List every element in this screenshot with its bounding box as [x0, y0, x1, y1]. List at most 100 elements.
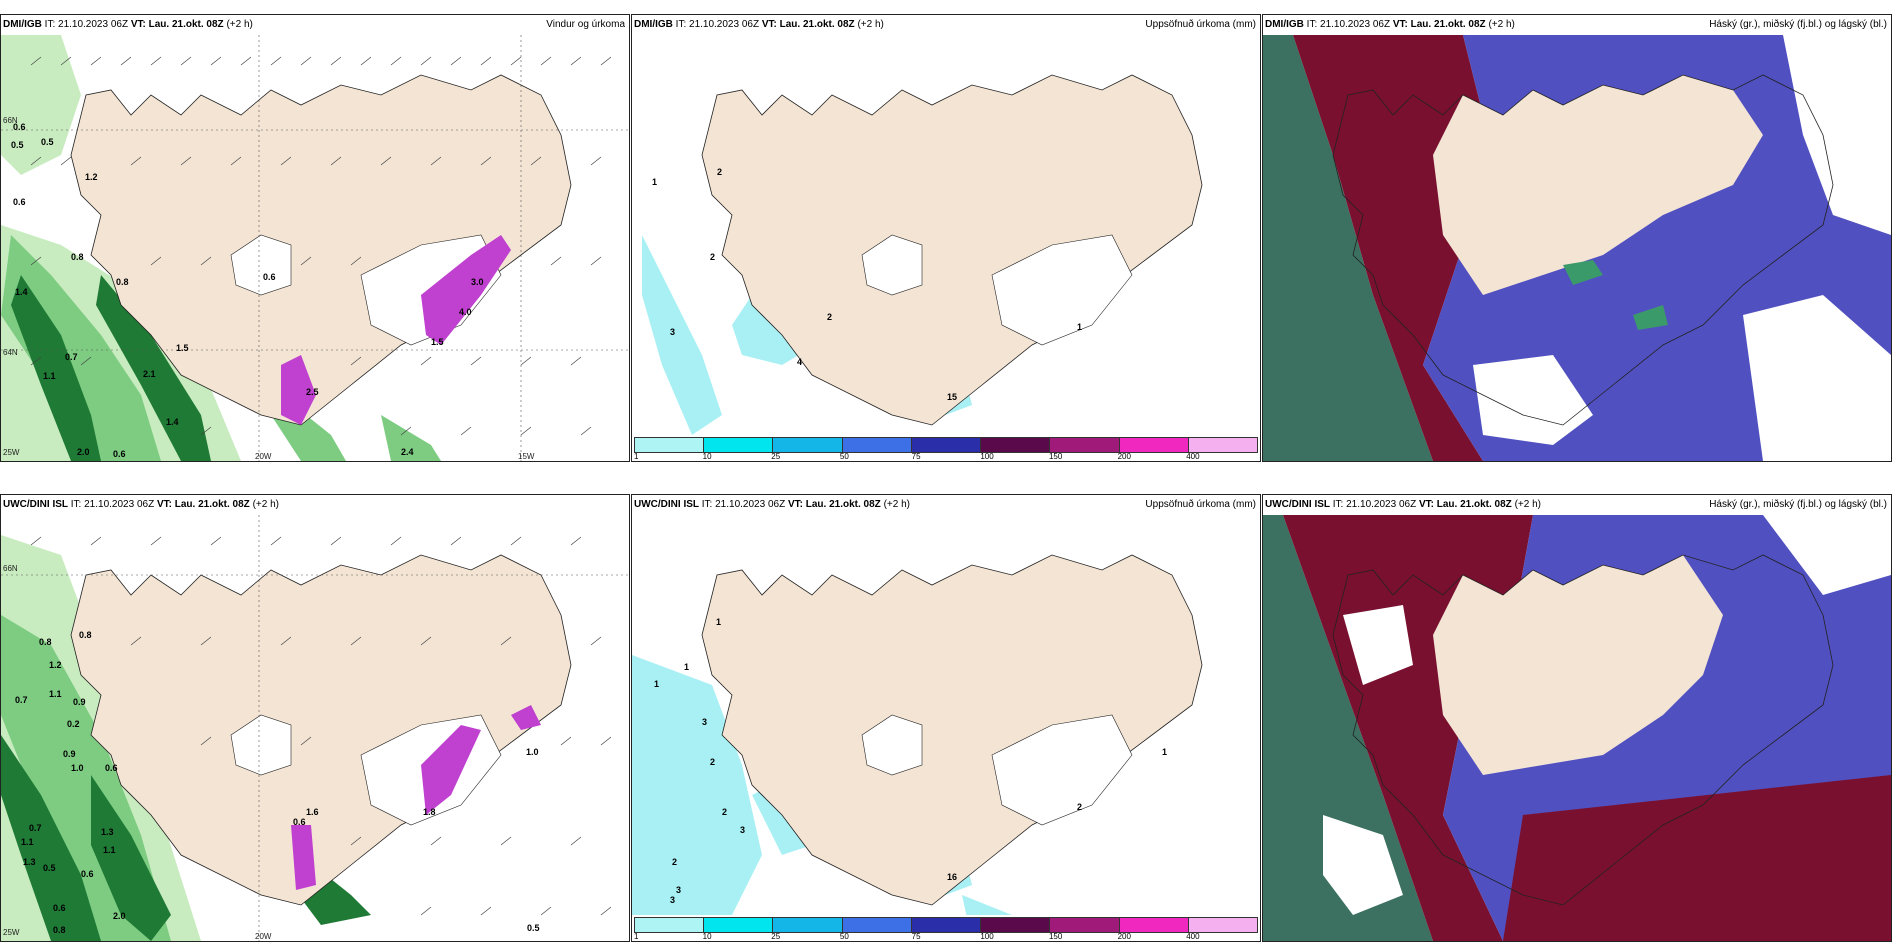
legend-swatch: [1119, 438, 1189, 452]
value-label: 3: [670, 895, 675, 905]
iceland-land: [1433, 75, 1763, 295]
value-label: 0.6: [113, 449, 126, 459]
value-label: 1: [652, 177, 657, 187]
legend-label: 75: [911, 932, 921, 941]
legend-swatch: [1188, 918, 1257, 932]
legend-label: 100: [980, 452, 994, 461]
legend-label: 25: [771, 932, 781, 941]
clear-sky: [1783, 35, 1891, 235]
value-label: 0.8: [116, 277, 129, 287]
value-label: 1: [684, 662, 689, 672]
value-label: 2: [1077, 802, 1082, 812]
iceland-land: [70, 554, 572, 906]
map-accum-precip: 1 2 2 3 2 4 1 15: [632, 35, 1260, 461]
panel-title: Vindur og úrkoma: [546, 19, 625, 30]
precip-legend: 1 10 25 50 75 100 150 200 400: [632, 435, 1260, 461]
value-label: 0.8: [71, 252, 84, 262]
value-label: 3: [676, 885, 681, 895]
clear-sky: [1473, 355, 1593, 445]
lon-label: 25W: [3, 448, 20, 457]
value-label: 3: [670, 327, 675, 337]
value-label: 0.6: [263, 272, 276, 282]
legend-swatch: [773, 918, 843, 932]
precip-area: [632, 655, 762, 941]
value-label: 2: [827, 312, 832, 322]
glacier: [230, 714, 292, 776]
value-label: 3.0: [471, 277, 484, 287]
value-label: 1.0: [71, 763, 84, 773]
legend-swatch: [842, 438, 912, 452]
precip-heavy: [421, 725, 481, 815]
lon-label: 20W: [255, 452, 272, 461]
panel-dmi-accum: DMI/IGB IT: 21.10.2023 06Z VT: Lau. 21.o…: [631, 14, 1261, 462]
iceland-outline: [1332, 554, 1834, 906]
legend-label: 50: [839, 452, 849, 461]
value-label: 4.0: [459, 307, 472, 317]
panel-dmi-wind: DMI/IGB IT: 21.10.2023 06Z VT: Lau. 21.o…: [0, 14, 630, 462]
lon-label: 25W: [3, 928, 20, 937]
value-label: 0.6: [105, 763, 118, 773]
legend-label: 100: [980, 932, 994, 941]
legend-label: 10: [702, 932, 712, 941]
value-label: 15: [947, 392, 957, 402]
value-label: 1.2: [85, 172, 98, 182]
value-label: 2.0: [77, 447, 90, 457]
value-label: 0.7: [65, 352, 78, 362]
value-label: 1: [1077, 322, 1082, 332]
panel-uwc-wind: UWC/DINI ISL IT: 21.10.2023 06Z VT: Lau.…: [0, 494, 630, 942]
value-label: 3: [740, 825, 745, 835]
precip-area: [11, 275, 101, 461]
legend-label: 150: [1048, 452, 1063, 461]
value-label: 2: [717, 167, 722, 177]
value-label: 0.8: [39, 637, 52, 647]
value-label: 0.8: [79, 630, 92, 640]
legend-swatch: [635, 918, 705, 932]
lat-label: 64N: [3, 348, 18, 357]
value-label: 0.6: [53, 903, 66, 913]
value-label: 1.5: [431, 337, 444, 347]
value-label: 0.6: [13, 122, 26, 132]
value-label: 2: [710, 757, 715, 767]
map-wind-precip: 0.6 0.5 0.5 1.2 0.6 0.8 0.8 1.4 0.7 1.1 …: [1, 35, 629, 461]
value-label: 2: [722, 807, 727, 817]
legend-label: 1: [634, 932, 639, 941]
panel-title: Háský (gr.), miðský (fj.bl.) og lágský (…: [1709, 19, 1887, 30]
map-cloud-cover: [1263, 515, 1891, 941]
panel-uwc-accum: UWC/DINI ISL IT: 21.10.2023 06Z VT: Lau.…: [631, 494, 1261, 942]
value-label: 1.1: [21, 837, 34, 847]
value-label: 0.5: [41, 137, 54, 147]
value-label: 1: [716, 617, 721, 627]
precip-area: [381, 415, 441, 461]
value-label: 0.5: [43, 863, 56, 873]
value-label: 1.5: [176, 343, 189, 353]
legend-label: 400: [1186, 932, 1200, 941]
panel-dmi-cloud: DMI/IGB IT: 21.10.2023 06Z VT: Lau. 21.o…: [1262, 14, 1892, 462]
glacier: [991, 234, 1133, 346]
iceland-land: [701, 554, 1203, 906]
value-label: 1.1: [43, 371, 56, 381]
precip-area: [1, 235, 161, 461]
value-label: 0.7: [29, 823, 42, 833]
panel-header: DMI/IGB IT: 21.10.2023 06Z VT: Lau. 21.o…: [1263, 15, 1891, 35]
value-label: 1.0: [526, 747, 539, 757]
glacier: [861, 234, 923, 296]
value-label: 0.2: [67, 719, 80, 729]
iceland-land: [70, 74, 572, 426]
panel-uwc-cloud: UWC/DINI ISL IT: 21.10.2023 06Z VT: Lau.…: [1262, 494, 1892, 942]
clear-sky: [1763, 515, 1891, 595]
value-label: 3: [702, 717, 707, 727]
legend-swatch: [1188, 438, 1257, 452]
cloud-mid: [1503, 775, 1891, 941]
value-label: 1.2: [49, 660, 62, 670]
clear-sky: [1323, 815, 1403, 915]
map-accum-precip: 1 1 1 3 2 2 3 2 3 3 2 1 16: [632, 515, 1260, 941]
panel-header: DMI/IGB IT: 21.10.2023 06Z VT: Lau. 21.o…: [1, 15, 629, 35]
legend-swatch: [981, 918, 1051, 932]
value-label: 1.8: [423, 807, 436, 817]
cloud-high: [1563, 260, 1603, 285]
value-label: 0.5: [11, 140, 24, 150]
precip-area: [91, 775, 171, 941]
value-label: 1: [1162, 747, 1167, 757]
glacier: [991, 714, 1133, 826]
value-label: 2.1: [143, 369, 156, 379]
